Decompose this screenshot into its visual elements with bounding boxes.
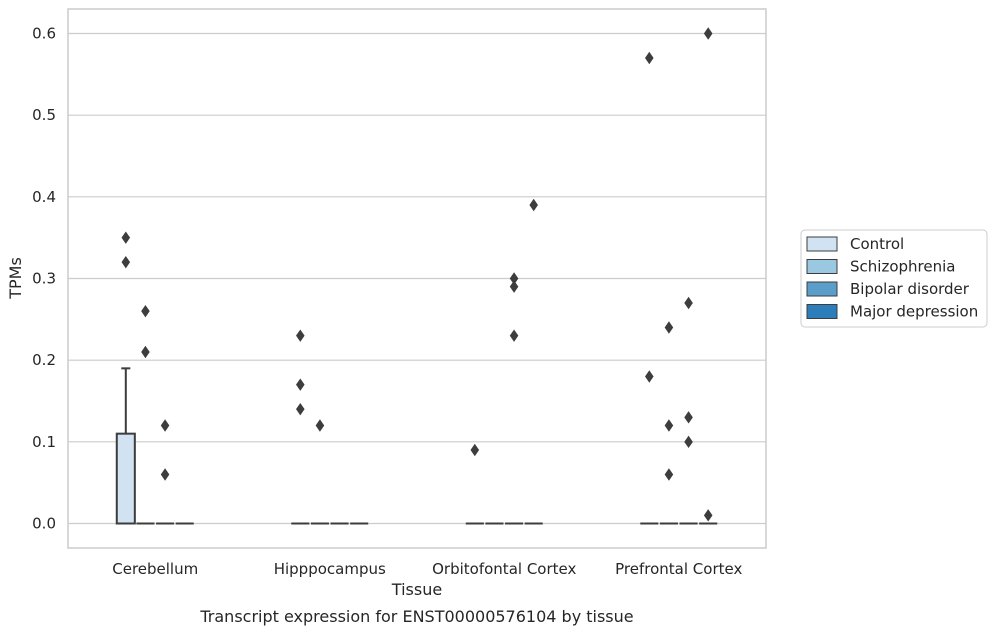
x-tick-label: Orbitofontal Cortex xyxy=(432,560,576,578)
outlier-point xyxy=(645,51,654,65)
outlier-point xyxy=(296,329,305,342)
plot-marks xyxy=(115,27,718,525)
y-axis-ticks: 0.0 0.1 0.2 0.3 0.4 0.5 0.6 xyxy=(32,25,56,533)
legend-label: Schizophrenia xyxy=(850,258,955,276)
y-tick-label: 0.6 xyxy=(32,25,56,43)
legend-label: Control xyxy=(850,235,904,253)
legend-label: Major depression xyxy=(850,303,978,321)
x-axis-label: Tissue xyxy=(391,580,442,599)
x-tick-label: Cerebellum xyxy=(112,560,198,578)
y-tick-label: 0.1 xyxy=(32,433,56,451)
legend-swatch xyxy=(806,259,838,274)
outlier-point xyxy=(121,255,131,269)
box-group xyxy=(115,231,136,525)
legend-swatch xyxy=(806,304,838,319)
outlier-point xyxy=(684,411,693,424)
outlier-point xyxy=(296,378,305,391)
box-group xyxy=(699,27,718,525)
outlier-point xyxy=(315,419,325,432)
y-tick-label: 0.4 xyxy=(32,188,56,206)
box-group xyxy=(310,419,329,525)
y-tick-label: 0.3 xyxy=(32,270,56,288)
box-group xyxy=(136,304,155,525)
outlier-point xyxy=(684,296,693,310)
legend-swatch xyxy=(806,236,838,252)
outlier-point xyxy=(664,321,674,334)
outlier-point xyxy=(703,509,713,522)
outlier-point xyxy=(296,402,305,416)
y-tick-label: 0.0 xyxy=(32,515,56,533)
box-group xyxy=(465,443,484,525)
chart-caption: Transcript expression for ENST0000057610… xyxy=(199,607,633,626)
box-group xyxy=(291,329,310,525)
outlier-point xyxy=(703,27,713,40)
y-gridlines xyxy=(68,32,766,525)
x-tick-label: Prefrontal Cortex xyxy=(615,560,742,578)
outlier-point xyxy=(684,435,693,449)
box-group xyxy=(679,296,698,525)
outlier-point xyxy=(141,345,150,359)
box-group xyxy=(505,272,524,525)
outlier-point xyxy=(141,304,150,318)
x-tick-label: Hipppocampus xyxy=(274,560,386,578)
legend-label: Bipolar disorder xyxy=(850,280,970,298)
outlier-point xyxy=(529,198,538,212)
y-tick-label: 0.2 xyxy=(32,351,56,369)
outlier-point xyxy=(470,443,480,457)
outlier-point xyxy=(664,419,674,432)
box-group xyxy=(640,51,659,525)
box-group xyxy=(156,419,175,525)
outlier-point xyxy=(509,280,519,293)
legend-swatch xyxy=(806,281,838,297)
outlier-point xyxy=(121,231,131,244)
outlier-point xyxy=(664,468,674,481)
legend: Control Schizophrenia Bipolar disorder Majo… xyxy=(800,229,988,328)
y-axis-label: TPMs xyxy=(6,257,25,300)
box-group xyxy=(659,321,678,525)
outlier-point xyxy=(645,370,654,383)
outlier-point xyxy=(509,329,519,342)
legend-frame xyxy=(800,229,988,328)
box-group xyxy=(524,198,543,525)
y-tick-label: 0.5 xyxy=(32,106,56,124)
outlier-point xyxy=(160,468,170,481)
x-axis-ticks: Cerebellum Hipppocampus Orbitofontal Corte… xyxy=(112,560,742,578)
plot-frame xyxy=(67,8,767,549)
outlier-point xyxy=(160,419,170,432)
box xyxy=(115,432,136,525)
